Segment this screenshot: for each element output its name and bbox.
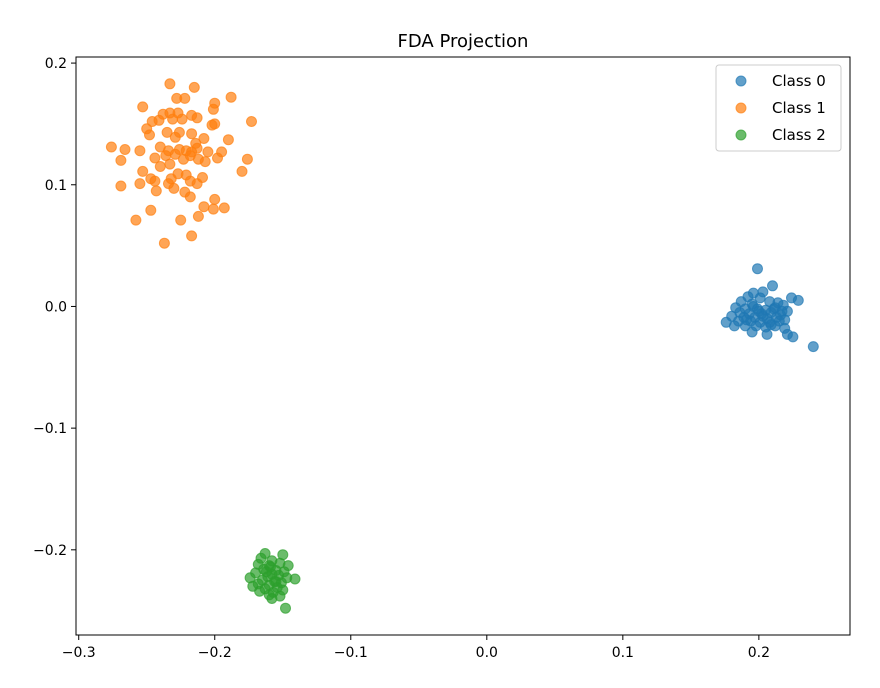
point-class-1: [209, 193, 221, 205]
point-class-1: [225, 91, 237, 103]
y-tick-label: −0.1: [33, 421, 67, 437]
point-class-1: [154, 161, 166, 172]
y-tick-label: 0.1: [45, 178, 67, 194]
point-class-0: [746, 326, 758, 338]
point-class-0: [761, 328, 773, 340]
point-class-1: [184, 191, 196, 203]
legend-label: Class 1: [772, 99, 826, 117]
point-class-0: [792, 294, 804, 306]
point-class-1: [130, 214, 142, 226]
legend: Class 0 Class 1 Class 2: [715, 64, 842, 152]
point-class-0: [765, 319, 777, 331]
y-tick-label: −0.2: [33, 543, 67, 559]
point-class-1: [246, 116, 257, 127]
point-class-1: [134, 178, 146, 190]
point-class-1: [145, 204, 157, 216]
point-class-1: [115, 154, 127, 166]
point-class-2: [254, 585, 266, 597]
point-class-1: [134, 145, 146, 157]
point-class-2: [265, 561, 276, 573]
point-class-1: [158, 237, 170, 249]
point-class-1: [149, 152, 161, 164]
point-class-1: [202, 146, 214, 158]
point-class-1: [149, 175, 161, 187]
x-tick-label: −0.2: [198, 645, 232, 661]
point-class-1: [207, 103, 219, 115]
point-class-1: [192, 210, 204, 222]
point-class-1: [168, 182, 180, 194]
legend-label: Class 0: [772, 72, 826, 90]
x-tick-label: 0.1: [612, 645, 634, 661]
x-tick-label: 0.0: [476, 645, 498, 661]
point-class-1: [169, 148, 181, 160]
point-class-2: [270, 576, 282, 587]
point-class-2: [266, 593, 278, 604]
point-class-1: [218, 202, 230, 214]
point-class-0: [757, 310, 769, 322]
point-class-0: [728, 320, 740, 332]
point-class-2: [280, 602, 291, 614]
point-class-1: [191, 142, 203, 154]
point-class-1: [164, 78, 176, 90]
point-class-1: [169, 131, 181, 143]
point-class-1: [212, 152, 223, 164]
point-class-2: [289, 573, 301, 585]
point-class-1: [206, 119, 218, 131]
legend-marker: [735, 75, 747, 87]
chart-title: FDA Projection: [398, 31, 529, 52]
point-class-0: [776, 305, 788, 317]
point-class-0: [741, 314, 753, 326]
point-class-1: [186, 128, 198, 140]
point-class-1: [167, 113, 179, 125]
x-tick-label: −0.3: [62, 645, 96, 661]
legend-marker: [735, 129, 747, 141]
point-class-1: [222, 134, 234, 146]
point-class-1: [150, 185, 162, 197]
plot-frame: [75, 56, 851, 636]
point-class-1: [199, 156, 211, 168]
legend-label: Class 2: [772, 126, 826, 144]
y-tick-label: 0.0: [45, 299, 67, 315]
y-tick-label: 0.2: [45, 56, 67, 72]
point-class-1: [241, 153, 253, 165]
point-class-1: [137, 101, 149, 113]
point-class-1: [198, 133, 210, 144]
point-class-1: [164, 158, 176, 170]
point-class-0: [752, 263, 763, 275]
x-tick-label: −0.1: [334, 645, 368, 661]
point-class-1: [119, 144, 131, 155]
x-tick-label: 0.2: [748, 645, 770, 661]
legend-box: [715, 64, 842, 152]
point-class-1: [153, 114, 165, 126]
point-class-1: [137, 165, 149, 177]
legend-marker: [735, 102, 747, 114]
point-class-1: [105, 141, 117, 153]
points-layer: [105, 78, 819, 614]
x-axis: −0.3 −0.2 −0.1 0.0 0.1 0.2: [62, 635, 770, 661]
point-class-1: [207, 203, 219, 215]
point-class-1: [186, 230, 198, 242]
point-class-0: [754, 292, 766, 304]
point-class-0: [747, 301, 759, 312]
point-class-1: [188, 81, 200, 93]
point-class-1: [161, 126, 173, 138]
y-axis: −0.2 −0.1 0.0 0.1 0.2: [33, 56, 76, 559]
point-class-0: [787, 331, 799, 343]
point-class-1: [191, 112, 203, 124]
point-class-1: [191, 178, 203, 190]
point-class-1: [175, 214, 187, 226]
point-class-0: [767, 280, 778, 292]
point-class-1: [115, 180, 127, 192]
point-class-1: [198, 201, 210, 213]
point-class-1: [179, 92, 191, 104]
point-class-1: [236, 165, 248, 177]
point-class-1: [176, 113, 188, 125]
point-class-0: [807, 341, 819, 353]
point-class-1: [144, 129, 155, 141]
